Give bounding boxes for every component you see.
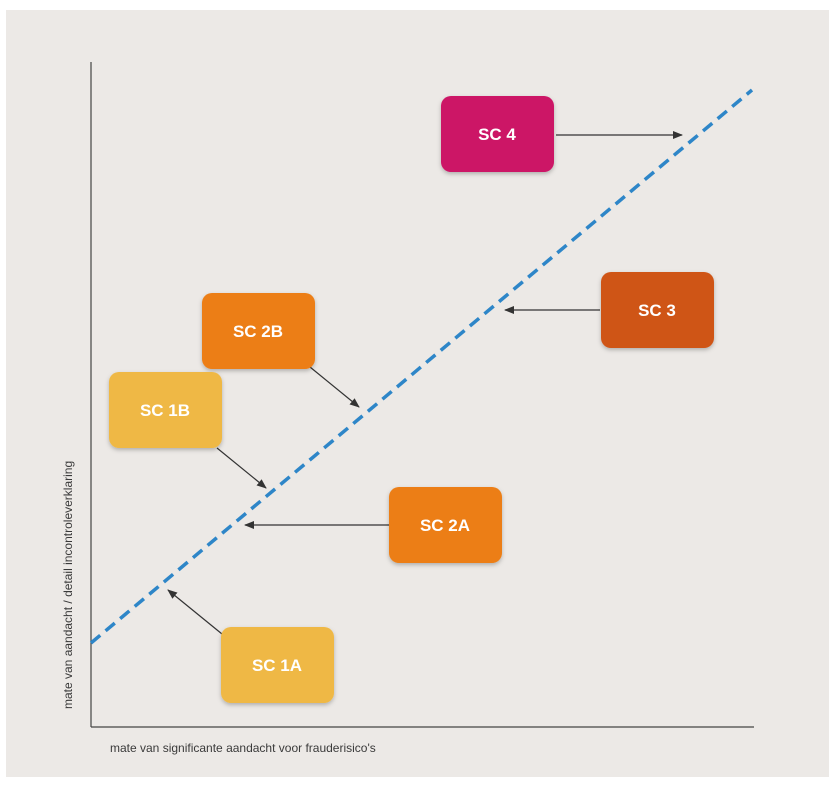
box-sc1b: SC 1B [109,372,222,448]
arrow-sc1a [167,589,223,635]
box-sc1b-label: SC 1B [140,401,190,420]
y-axis-label: mate van aandacht / detail incontrolever… [61,461,75,709]
box-sc3-label: SC 3 [638,301,676,320]
box-sc2a-label: SC 2A [420,516,470,535]
box-sc2b: SC 2B [202,293,315,369]
box-sc4: SC 4 [441,96,554,172]
arrow-sc2b [309,366,360,408]
arrow-sc1b [216,447,267,489]
box-sc3: SC 3 [601,272,714,348]
box-sc4-label: SC 4 [478,125,516,144]
box-sc2a: SC 2A [389,487,502,563]
dashed-diagonal-line [89,88,754,645]
box-sc1a: SC 1A [221,627,334,703]
box-sc1a-label: SC 1A [252,656,302,675]
box-sc2b-label: SC 2B [233,322,283,341]
x-axis-label: mate van significante aandacht voor frau… [110,741,376,755]
